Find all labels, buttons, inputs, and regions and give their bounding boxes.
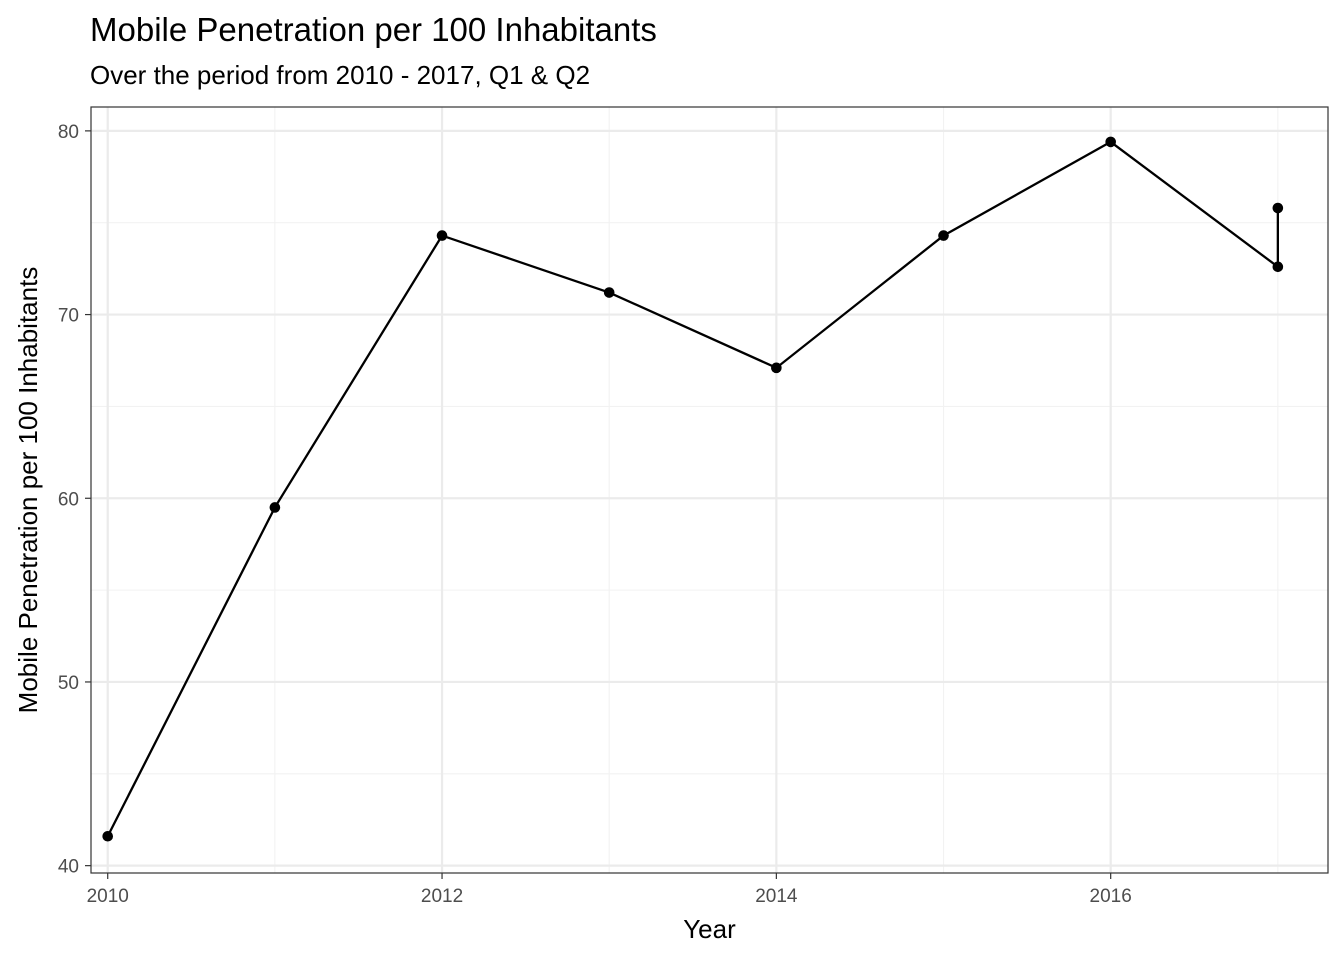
data-point	[938, 230, 949, 241]
x-tick-label: 2016	[1090, 886, 1132, 907]
y-tick-label: 70	[58, 306, 79, 327]
series-layer	[102, 136, 1284, 842]
y-tick-label: 40	[58, 857, 79, 878]
plot-panel-background	[91, 107, 1328, 873]
y-tick-label: 50	[58, 673, 79, 694]
data-point	[603, 287, 615, 298]
axis-ticks: 2010 2012 2014 2016 40 50 60 70 80	[58, 122, 1132, 907]
data-point	[1105, 136, 1116, 148]
x-tick-label: 2012	[421, 886, 463, 907]
x-tick-label: 2014	[755, 886, 798, 907]
data-point	[1272, 202, 1284, 214]
data-point	[436, 230, 448, 241]
y-tick-label: 80	[58, 122, 79, 143]
data-point	[102, 830, 114, 842]
x-tick-label: 2010	[87, 886, 129, 907]
chart-title: Mobile Penetration per 100 Inhabitants	[90, 11, 657, 48]
data-point	[269, 502, 281, 513]
plot-panel-border	[90, 106, 1329, 874]
chart-subtitle: Over the period from 2010 - 2017, Q1 & Q…	[90, 60, 590, 90]
y-tick-label: 60	[58, 489, 79, 510]
data-point	[771, 362, 782, 374]
grid-major-lines	[91, 107, 1328, 873]
y-axis-title: Mobile Penetration per 100 Inhabitants	[13, 267, 43, 714]
data-point	[1272, 261, 1284, 273]
x-axis-title: Year	[683, 914, 736, 944]
